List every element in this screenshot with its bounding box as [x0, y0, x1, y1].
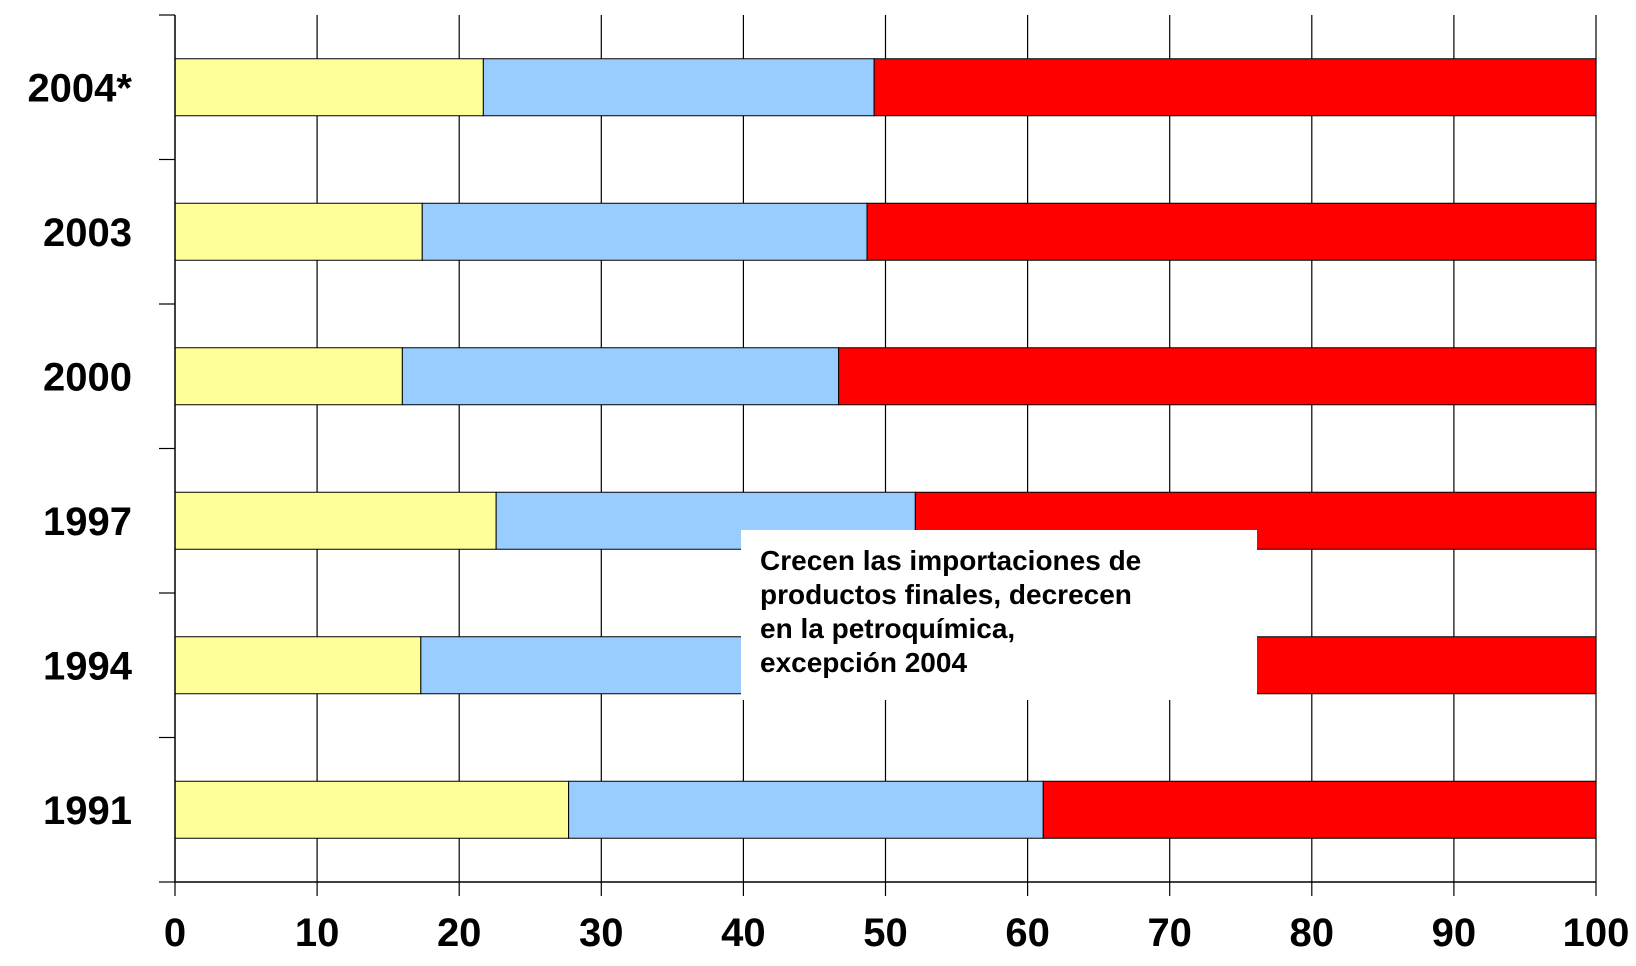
- bar-segment: [174, 347, 403, 406]
- bar-segment: [1042, 780, 1597, 839]
- category-label: 2003: [43, 211, 132, 255]
- x-tick-label: 20: [437, 911, 482, 955]
- category-label: 2004*: [27, 66, 132, 110]
- bar-segment: [873, 58, 1597, 117]
- annotation-line: en la petroquímica,: [760, 613, 1016, 644]
- category-label: 1994: [43, 644, 133, 688]
- category-label: 2000: [43, 355, 132, 399]
- x-tick-label: 60: [1005, 911, 1050, 955]
- x-tick-label: 0: [164, 911, 186, 955]
- bar-segment: [174, 491, 497, 550]
- bar-segment: [568, 780, 1044, 839]
- x-tick-label: 80: [1290, 911, 1335, 955]
- x-tick-label: 70: [1147, 911, 1192, 955]
- bar-segment: [421, 202, 868, 261]
- category-label: 1997: [43, 500, 132, 544]
- bar-segment: [174, 58, 484, 117]
- x-tick-label: 40: [721, 911, 766, 955]
- x-tick-label: 10: [295, 911, 340, 955]
- bar-segment: [401, 347, 840, 406]
- bar-segment: [866, 202, 1597, 261]
- x-tick-label: 90: [1432, 911, 1477, 955]
- category-label: 1991: [43, 789, 132, 833]
- bar-segment: [482, 58, 875, 117]
- x-tick-label: 50: [863, 911, 908, 955]
- x-tick-label: 30: [579, 911, 624, 955]
- axes: [159, 14, 1597, 896]
- bar-segment: [174, 780, 570, 839]
- labels: 0 10 20 30 40 50 60 70 80 90 100 2004* 2003 2000 1997 1…: [27, 66, 1629, 955]
- annotation-line: excepción 2004: [760, 647, 968, 678]
- bars: [174, 58, 1597, 839]
- annotation-box: Crecen las importaciones de productos fi…: [741, 530, 1257, 700]
- annotation-line: productos finales, decrecen: [760, 579, 1132, 610]
- bar-segment: [838, 347, 1597, 406]
- bar-segment: [420, 636, 801, 695]
- grid-lines: [316, 15, 1597, 882]
- bar-segment: [174, 636, 422, 695]
- x-tick-label: 100: [1563, 911, 1630, 955]
- annotation-line: Crecen las importaciones de: [760, 545, 1142, 576]
- bar-segment: [174, 202, 423, 261]
